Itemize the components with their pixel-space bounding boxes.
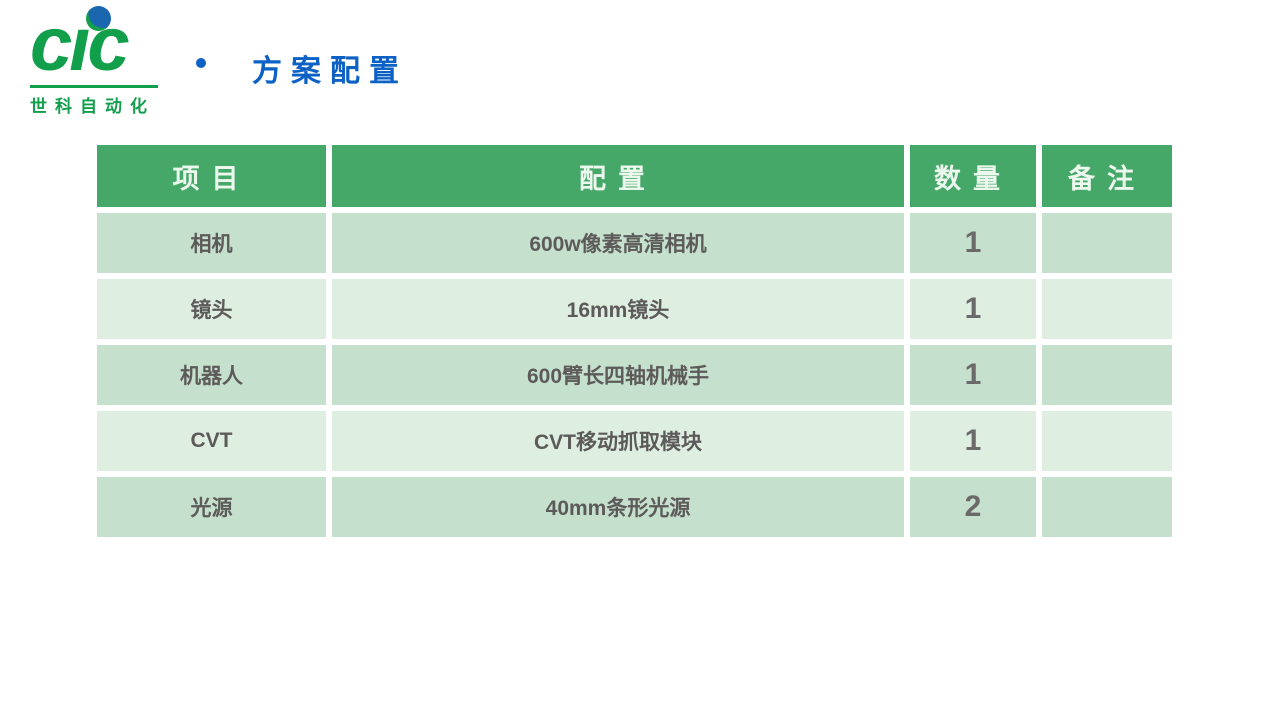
column-header-note: 备注 xyxy=(1042,145,1172,207)
cell-item: 相机 xyxy=(97,213,326,273)
column-header-qty: 数量 xyxy=(910,145,1036,207)
column-header-item: 项目 xyxy=(97,145,326,207)
logo-letter: c xyxy=(30,2,72,87)
cell-note xyxy=(1042,345,1172,405)
logo-underline xyxy=(30,85,158,88)
cell-config: 16mm镜头 xyxy=(332,279,904,339)
cell-qty: 2 xyxy=(910,477,1036,537)
cell-qty: 1 xyxy=(910,279,1036,339)
cell-config: CVT移动抓取模块 xyxy=(332,411,904,471)
bullet-dot-icon xyxy=(196,58,206,68)
cell-qty: 1 xyxy=(910,213,1036,273)
logo-subtitle: 世科自动化 xyxy=(30,97,155,116)
cell-item: 镜头 xyxy=(97,279,326,339)
cell-note xyxy=(1042,411,1172,471)
table-row: 机器人 600臂长四轴机械手 1 xyxy=(97,345,1172,405)
cell-note xyxy=(1042,213,1172,273)
table-body: 相机 600w像素高清相机 1 镜头 16mm镜头 1 机器人 600臂长四轴机… xyxy=(97,213,1172,537)
logo-letter: ı xyxy=(69,2,90,87)
cell-config: 40mm条形光源 xyxy=(332,477,904,537)
page-title: 方案配置 xyxy=(252,55,408,88)
globe-dot-icon xyxy=(86,6,111,31)
cell-note xyxy=(1042,279,1172,339)
column-header-config: 配置 xyxy=(332,145,904,207)
cell-item: 光源 xyxy=(97,477,326,537)
table-row: 相机 600w像素高清相机 1 xyxy=(97,213,1172,273)
cell-qty: 1 xyxy=(910,345,1036,405)
cell-item: 机器人 xyxy=(97,345,326,405)
cell-item: CVT xyxy=(97,411,326,471)
cell-config: 600w像素高清相机 xyxy=(332,213,904,273)
config-table: 项目 配置 数量 备注 相机 600w像素高清相机 1 镜头 16mm镜头 1 … xyxy=(91,139,1178,543)
cell-note xyxy=(1042,477,1172,537)
logo-wordmark: cıc xyxy=(30,6,170,83)
table-header-row: 项目 配置 数量 备注 xyxy=(97,145,1172,207)
table-row: 光源 40mm条形光源 2 xyxy=(97,477,1172,537)
table-row: CVT CVT移动抓取模块 1 xyxy=(97,411,1172,471)
table-row: 镜头 16mm镜头 1 xyxy=(97,279,1172,339)
cell-qty: 1 xyxy=(910,411,1036,471)
cell-config: 600臂长四轴机械手 xyxy=(332,345,904,405)
company-logo: cıc 世科自动化 xyxy=(30,6,170,117)
